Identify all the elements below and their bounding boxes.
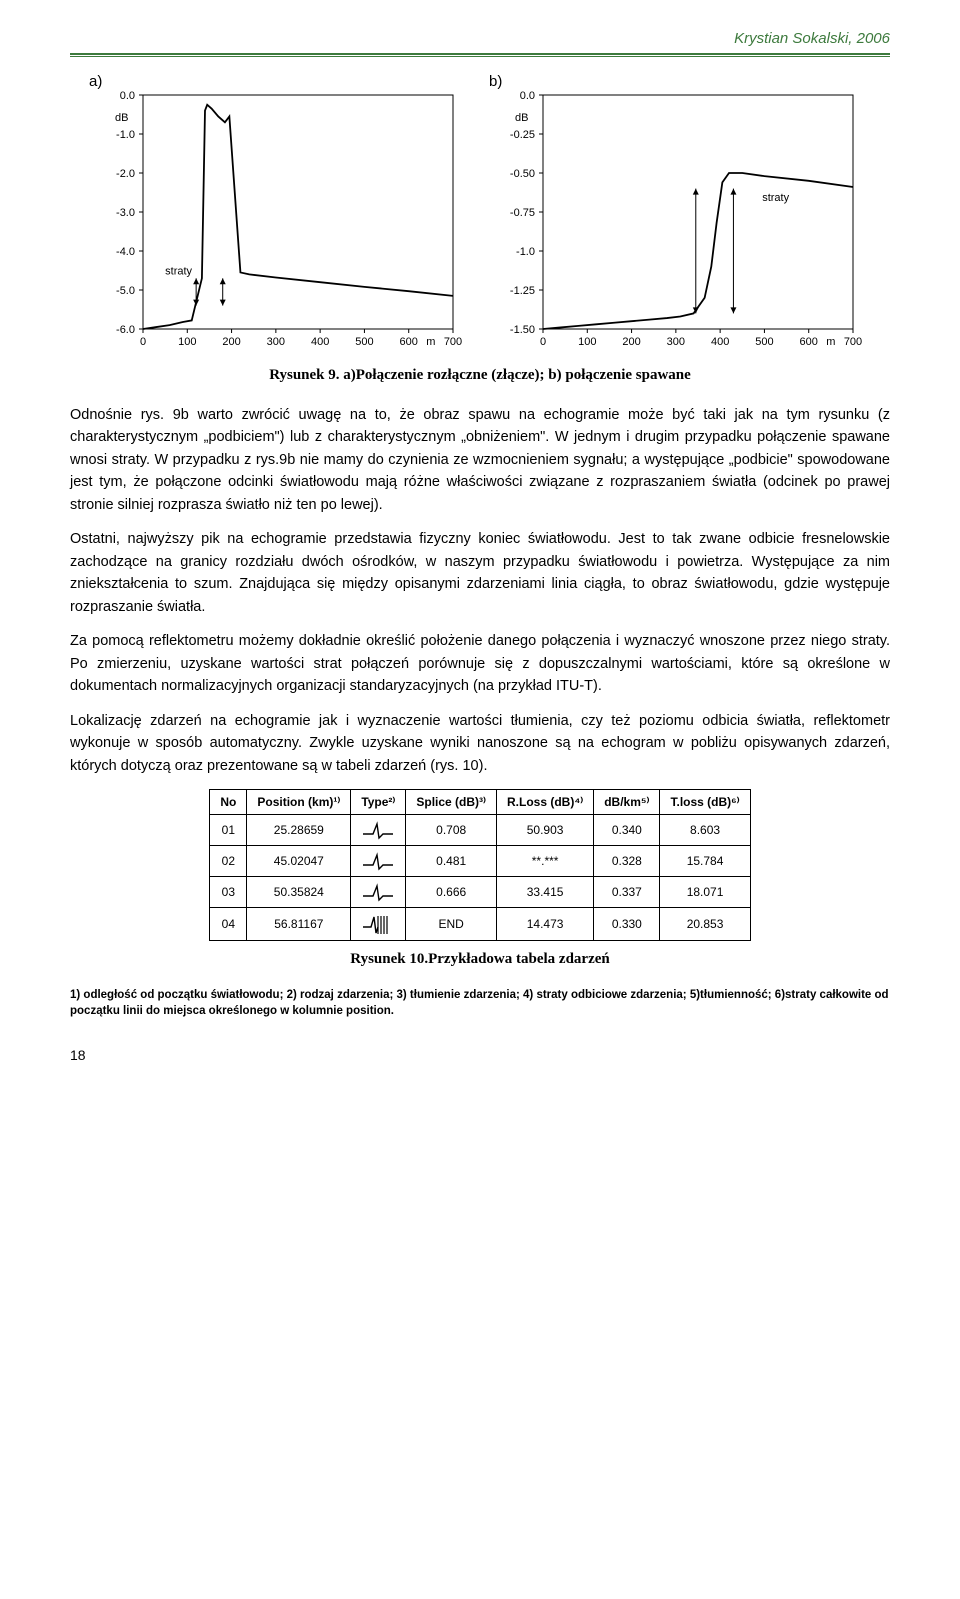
panel-b-label: b) (489, 73, 502, 90)
paragraph-2: Ostatni, najwyższy pik na echogramie prz… (70, 528, 890, 618)
svg-text:0: 0 (140, 336, 146, 348)
svg-text:-3.0: -3.0 (116, 207, 135, 219)
table-header: dB/km⁵⁾ (594, 790, 660, 815)
svg-text:0: 0 (540, 336, 546, 348)
table-row: 0456.81167 END14.4730.33020.853 (210, 908, 750, 941)
table-row: 0350.35824 0.66633.4150.33718.071 (210, 877, 750, 908)
svg-text:100: 100 (178, 336, 196, 348)
table-cell: 14.473 (497, 908, 594, 941)
table-cell: 0.340 (594, 815, 660, 846)
svg-text:-1.50: -1.50 (510, 324, 535, 336)
table-cell: 18.071 (660, 877, 750, 908)
table-cell: 50.903 (497, 815, 594, 846)
paragraph-3: Za pomocą reflektometru możemy dokładnie… (70, 630, 890, 697)
table-header: R.Loss (dB)⁴⁾ (497, 790, 594, 815)
table-cell: 45.02047 (247, 846, 351, 877)
svg-text:m: m (826, 336, 835, 348)
table-cell: 0.666 (406, 877, 497, 908)
table-cell: 20.853 (660, 908, 750, 941)
svg-text:500: 500 (755, 336, 773, 348)
svg-text:straty: straty (165, 265, 192, 277)
table-cell (351, 846, 406, 877)
svg-text:700: 700 (444, 336, 462, 348)
table-cell: 8.603 (660, 815, 750, 846)
table-cell: 25.28659 (247, 815, 351, 846)
chart-panel-b: b) -1.50-1.25-1.0-0.75-0.50-0.250.0dB010… (495, 77, 865, 357)
svg-text:dB: dB (515, 112, 528, 124)
svg-text:400: 400 (311, 336, 329, 348)
svg-text:-5.0: -5.0 (116, 285, 135, 297)
header-author: Krystian Sokalski, 2006 (70, 30, 890, 47)
svg-text:straty: straty (762, 192, 789, 204)
svg-text:dB: dB (115, 112, 128, 124)
table-row: 0125.28659 0.70850.9030.3408.603 (210, 815, 750, 846)
svg-text:0.0: 0.0 (120, 90, 135, 102)
svg-text:-4.0: -4.0 (116, 246, 135, 258)
svg-text:-6.0: -6.0 (116, 324, 135, 336)
svg-text:0.0: 0.0 (520, 90, 535, 102)
svg-text:500: 500 (355, 336, 373, 348)
table-row: 0245.02047 0.481**.***0.32815.784 (210, 846, 750, 877)
figure-9-caption: Rysunek 9. a)Połączenie rozłączne (złącz… (70, 367, 890, 384)
svg-text:-1.0: -1.0 (516, 246, 535, 258)
table-cell: 15.784 (660, 846, 750, 877)
svg-text:-0.50: -0.50 (510, 168, 535, 180)
table-cell: 03 (210, 877, 247, 908)
table-cell: 02 (210, 846, 247, 877)
table-cell: 0.481 (406, 846, 497, 877)
svg-text:200: 200 (222, 336, 240, 348)
panel-a-label: a) (89, 73, 102, 90)
table-header: T.loss (dB)⁶⁾ (660, 790, 750, 815)
table-cell: 50.35824 (247, 877, 351, 908)
svg-text:400: 400 (711, 336, 729, 348)
chart-panel-a: a) -6.0-5.0-4.0-3.0-2.0-1.00.0dB01002003… (95, 77, 465, 357)
table-cell: 0.328 (594, 846, 660, 877)
page-number: 18 (70, 1047, 890, 1063)
table-cell: END (406, 908, 497, 941)
svg-text:-0.75: -0.75 (510, 207, 535, 219)
svg-text:200: 200 (622, 336, 640, 348)
svg-text:600: 600 (800, 336, 818, 348)
table-cell: 0.337 (594, 877, 660, 908)
chart-b-svg: -1.50 -1.25 -1.0 -0.75 -0.50 -0.25 0.0 dB 0 100 20… (495, 77, 865, 357)
table-cell: 56.81167 (247, 908, 351, 941)
table-cell: 33.415 (497, 877, 594, 908)
table-cell: 0.708 (406, 815, 497, 846)
svg-text:600: 600 (400, 336, 418, 348)
svg-text:m: m (426, 336, 435, 348)
svg-text:300: 300 (667, 336, 685, 348)
events-table: NoPosition (km)¹⁾Type²⁾Splice (dB)³⁾R.Lo… (209, 789, 750, 941)
svg-text:-1.25: -1.25 (510, 285, 535, 297)
table-cell (351, 815, 406, 846)
table-cell: 0.330 (594, 908, 660, 941)
table-footnote: 1) odległość od początku światłowodu; 2)… (70, 988, 890, 1019)
svg-text:-0.25: -0.25 (510, 129, 535, 141)
figure-10-caption: Rysunek 10.Przykładowa tabela zdarzeń (70, 951, 890, 968)
table-cell: **.*** (497, 846, 594, 877)
svg-text:-2.0: -2.0 (116, 168, 135, 180)
svg-text:100: 100 (578, 336, 596, 348)
chart-a-svg: -6.0 -5.0 -4.0 -3.0 -2.0 -1.0 0.0 dB 0 100 200 300 4… (95, 77, 465, 357)
table-header: Type²⁾ (351, 790, 406, 815)
table-cell (351, 877, 406, 908)
svg-text:300: 300 (267, 336, 285, 348)
table-cell: 01 (210, 815, 247, 846)
svg-text:700: 700 (844, 336, 862, 348)
charts-container: a) -6.0-5.0-4.0-3.0-2.0-1.00.0dB01002003… (70, 77, 890, 357)
table-cell (351, 908, 406, 941)
table-header: Position (km)¹⁾ (247, 790, 351, 815)
paragraph-4: Lokalizację zdarzeń na echogramie jak i … (70, 710, 890, 777)
header-rule (70, 53, 890, 57)
table-header: Splice (dB)³⁾ (406, 790, 497, 815)
table-header: No (210, 790, 247, 815)
table-cell: 04 (210, 908, 247, 941)
svg-text:-1.0: -1.0 (116, 129, 135, 141)
paragraph-1: Odnośnie rys. 9b warto zwrócić uwagę na … (70, 404, 890, 516)
